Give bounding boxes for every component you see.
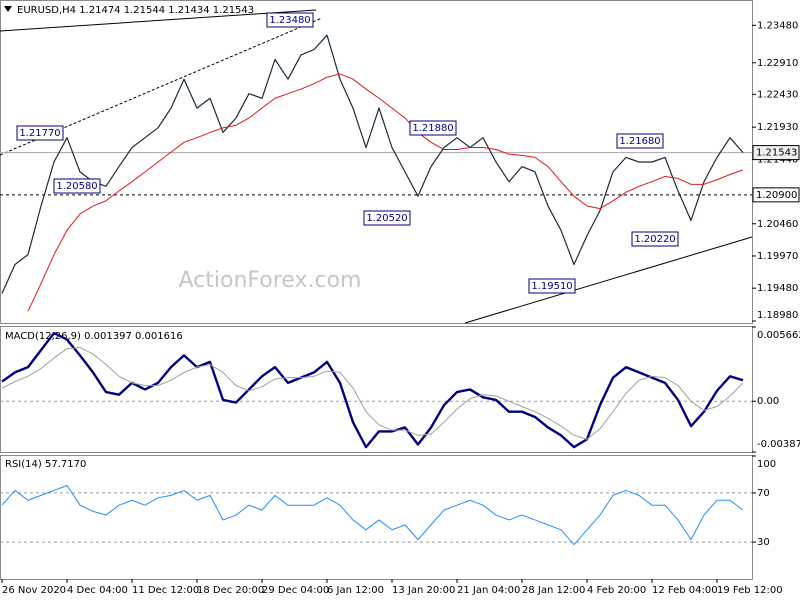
x-tick-label: 4 Feb 20:00 <box>587 585 646 596</box>
y-tick-label: 1.21930 <box>757 122 798 133</box>
annotation-box <box>16 125 64 141</box>
series-line <box>1 331 744 449</box>
trend-line <box>464 236 753 324</box>
x-tick-label: 21 Jan 04:00 <box>457 585 520 596</box>
annotation-box <box>363 210 411 226</box>
annotation: 1.20220 <box>634 234 675 245</box>
x-tick-label: 19 Feb 12:00 <box>717 585 783 596</box>
annotation-box <box>616 133 664 149</box>
annotation: 1.23480 <box>269 15 310 26</box>
macd-panel-frame <box>0 326 753 453</box>
price-label-box <box>752 187 800 203</box>
x-tick-label: 12 Feb 04:00 <box>652 585 718 596</box>
chart-title: EURUSD,H4 1.21474 1.21544 1.21434 1.2154… <box>17 5 254 16</box>
price-label: 1.20900 <box>756 190 797 201</box>
price-label-box <box>752 145 800 161</box>
y-tick-label: 70 <box>757 488 770 499</box>
y-tick-label: 1.23480 <box>757 20 798 31</box>
series-line <box>1 346 744 440</box>
series-line <box>27 73 744 312</box>
y-tick-label: 30 <box>757 537 770 548</box>
series-line <box>1 485 744 546</box>
price-label: 1.21543 <box>756 148 797 159</box>
annotation-box <box>528 278 576 294</box>
rsi-panel-frame <box>0 455 753 580</box>
watermark: ActionForex.com <box>179 268 362 293</box>
x-tick-label: 28 Jan 12:00 <box>522 585 585 596</box>
annotation: 1.19510 <box>531 281 572 292</box>
x-tick-label: 13 Jan 20:00 <box>392 585 455 596</box>
annotation: 1.21770 <box>19 128 60 139</box>
series-line <box>1 34 744 294</box>
y-tick-label: 0.00 <box>757 396 779 407</box>
annotation-box <box>631 231 679 247</box>
y-tick-label: 0.005662 <box>757 330 800 341</box>
annotation: 1.21680 <box>619 136 660 147</box>
panel-title: MACD(12,26,9) 0.001397 0.001616 <box>5 331 183 342</box>
annotation: 1.20580 <box>56 181 97 192</box>
menu-triangle <box>4 6 12 12</box>
x-tick-label: 4 Dec 04:00 <box>67 585 128 596</box>
y-tick-label: 1.18980 <box>757 310 798 321</box>
y-tick-label: 1.19970 <box>757 251 798 262</box>
y-tick-label: 1.19480 <box>757 283 798 294</box>
trend-line <box>0 17 323 156</box>
annotation: 1.20520 <box>366 213 407 224</box>
x-tick-label: 29 Dec 04:00 <box>262 585 329 596</box>
annotation-box <box>409 120 457 136</box>
y-tick-label: -0.003872 <box>757 439 800 450</box>
y-tick-label: 1.22430 <box>757 89 798 100</box>
y-tick-label: 1.22910 <box>757 58 798 69</box>
x-tick-label: 6 Jan 12:00 <box>327 585 384 596</box>
x-tick-label: 18 Dec 20:00 <box>197 585 264 596</box>
price-panel-frame <box>0 0 753 324</box>
annotation: 1.21880 <box>412 123 453 134</box>
x-tick-label: 26 Nov 2020 <box>2 585 66 596</box>
y-tick-label: 100 <box>757 459 776 470</box>
panel-title: RSI(14) 57.7170 <box>5 459 86 470</box>
trend-line <box>0 9 317 32</box>
annotation-box <box>53 178 101 194</box>
annotation-box <box>266 12 314 28</box>
x-tick-label: 11 Dec 12:00 <box>132 585 199 596</box>
y-tick-label: 1.20460 <box>757 219 798 230</box>
